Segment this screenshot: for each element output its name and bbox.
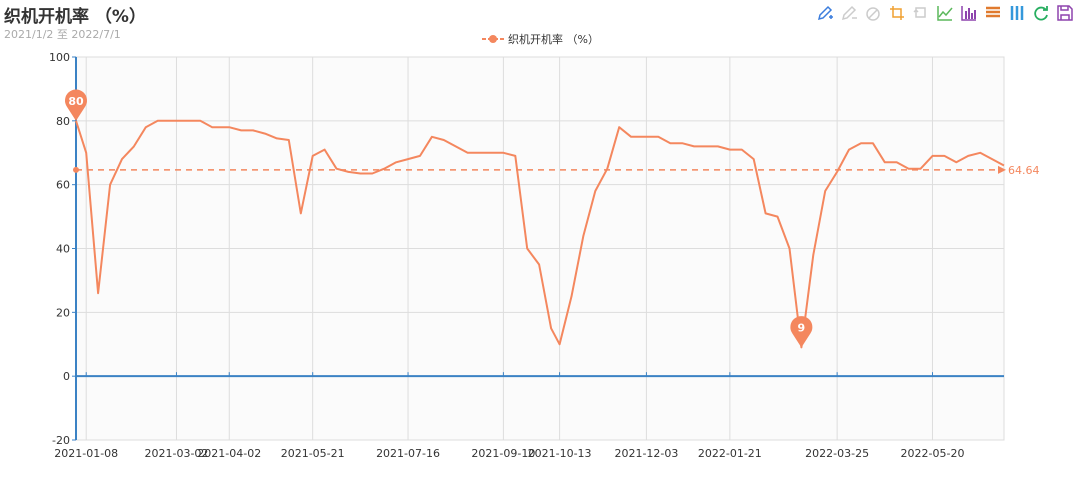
legend-label: 织机开机率 （%） [508,33,599,46]
mark-pen-icon[interactable] [816,4,834,22]
x-tick-label: 2022-01-21 [698,447,762,460]
data-zoom-reset-icon[interactable] [912,4,930,22]
chart-title: 织机开机率 （%） [4,7,146,27]
bar-chart-icon[interactable] [960,4,978,22]
y-tick-label: 20 [56,306,70,319]
y-tick-label: 60 [56,179,70,192]
x-tick-label: 2021-09-10 [471,447,535,460]
x-tick-label: 2021-10-13 [528,447,592,460]
toolbox [816,4,1074,22]
mark-point-min-pin [790,316,813,348]
mark-point-min-label: 9 [798,321,806,334]
x-tick-label: 2021-12-03 [614,447,678,460]
x-tick-label: 2022-03-25 [805,447,869,460]
restore-icon[interactable] [1032,4,1050,22]
y-tick-label: -20 [52,434,70,447]
save-image-icon[interactable] [1056,4,1074,22]
y-tick-label: 80 [56,115,70,128]
data-zoom-icon[interactable] [888,4,906,22]
average-line-arrow [998,165,1006,174]
x-tick-label: 2021-03-02 [144,447,208,460]
average-line-label: 64.64 [1008,164,1040,177]
x-tick-label: 2021-04-02 [197,447,261,460]
stack-icon[interactable] [984,4,1002,22]
average-line-start [73,166,79,173]
x-tick-label: 2021-01-08 [54,447,118,460]
y-tick-label: 0 [63,370,70,383]
x-tick-label: 2021-05-21 [281,447,345,460]
mark-clear-icon[interactable] [864,4,882,22]
line-chart-icon[interactable] [936,4,954,22]
y-tick-label: 40 [56,243,70,256]
mark-point-max-pin [65,89,87,121]
mark-point-max-label: 80 [68,95,84,108]
legend-marker [482,35,504,43]
x-tick-label: 2021-07-16 [376,447,440,460]
series-line [75,119,1005,349]
legend-item[interactable]: 织机开机率 （%） [482,31,599,47]
x-tick-label: 2022-05-20 [901,447,965,460]
mark-undo-icon[interactable] [840,4,858,22]
chart-subtitle: 2021/1/2 至 2022/7/1 [4,28,121,41]
y-tick-label: 100 [49,51,70,64]
tiled-icon[interactable] [1008,4,1026,22]
